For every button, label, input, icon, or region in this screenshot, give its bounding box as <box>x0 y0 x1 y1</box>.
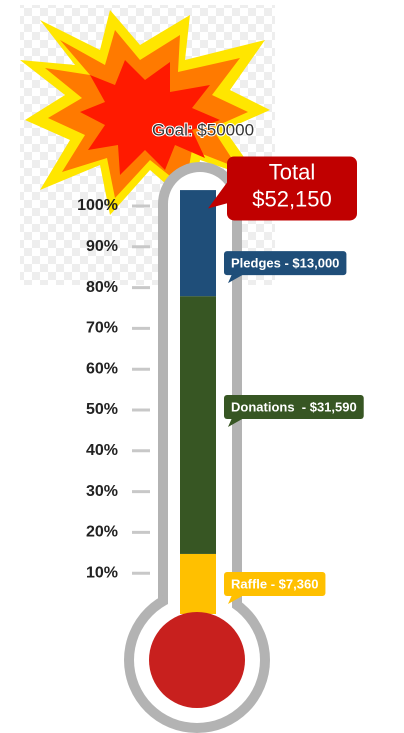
y-tick-label: 30% <box>86 483 118 500</box>
y-tick-label: 40% <box>86 442 118 459</box>
segment <box>180 296 216 554</box>
y-tick-label: 60% <box>86 360 118 377</box>
data-label: Raffle - $7,360 <box>231 576 318 591</box>
y-tick-label: 80% <box>86 279 118 296</box>
data-label: Pledges - $13,000 <box>231 256 339 271</box>
segment <box>180 554 216 614</box>
bulb <box>149 612 245 708</box>
thermometer-chart: Goal: $50000 10% 20% 30% 40% 50% 60% 70% 80% 90%… <box>0 0 404 733</box>
total-label: $52,150 <box>252 186 332 211</box>
y-tick-label: 70% <box>86 320 118 337</box>
callout: Donations - $31,590 <box>224 395 364 427</box>
total-title: Total <box>269 159 315 184</box>
chart-title: Goal: $50000 <box>152 120 254 139</box>
y-tick-label: 90% <box>86 238 118 255</box>
y-tick-label: 100% <box>77 197 118 214</box>
data-label: Donations - $31,590 <box>231 399 357 414</box>
y-tick-label: 20% <box>86 524 118 541</box>
y-tick-label: 50% <box>86 401 118 418</box>
y-tick-label: 10% <box>86 564 118 581</box>
